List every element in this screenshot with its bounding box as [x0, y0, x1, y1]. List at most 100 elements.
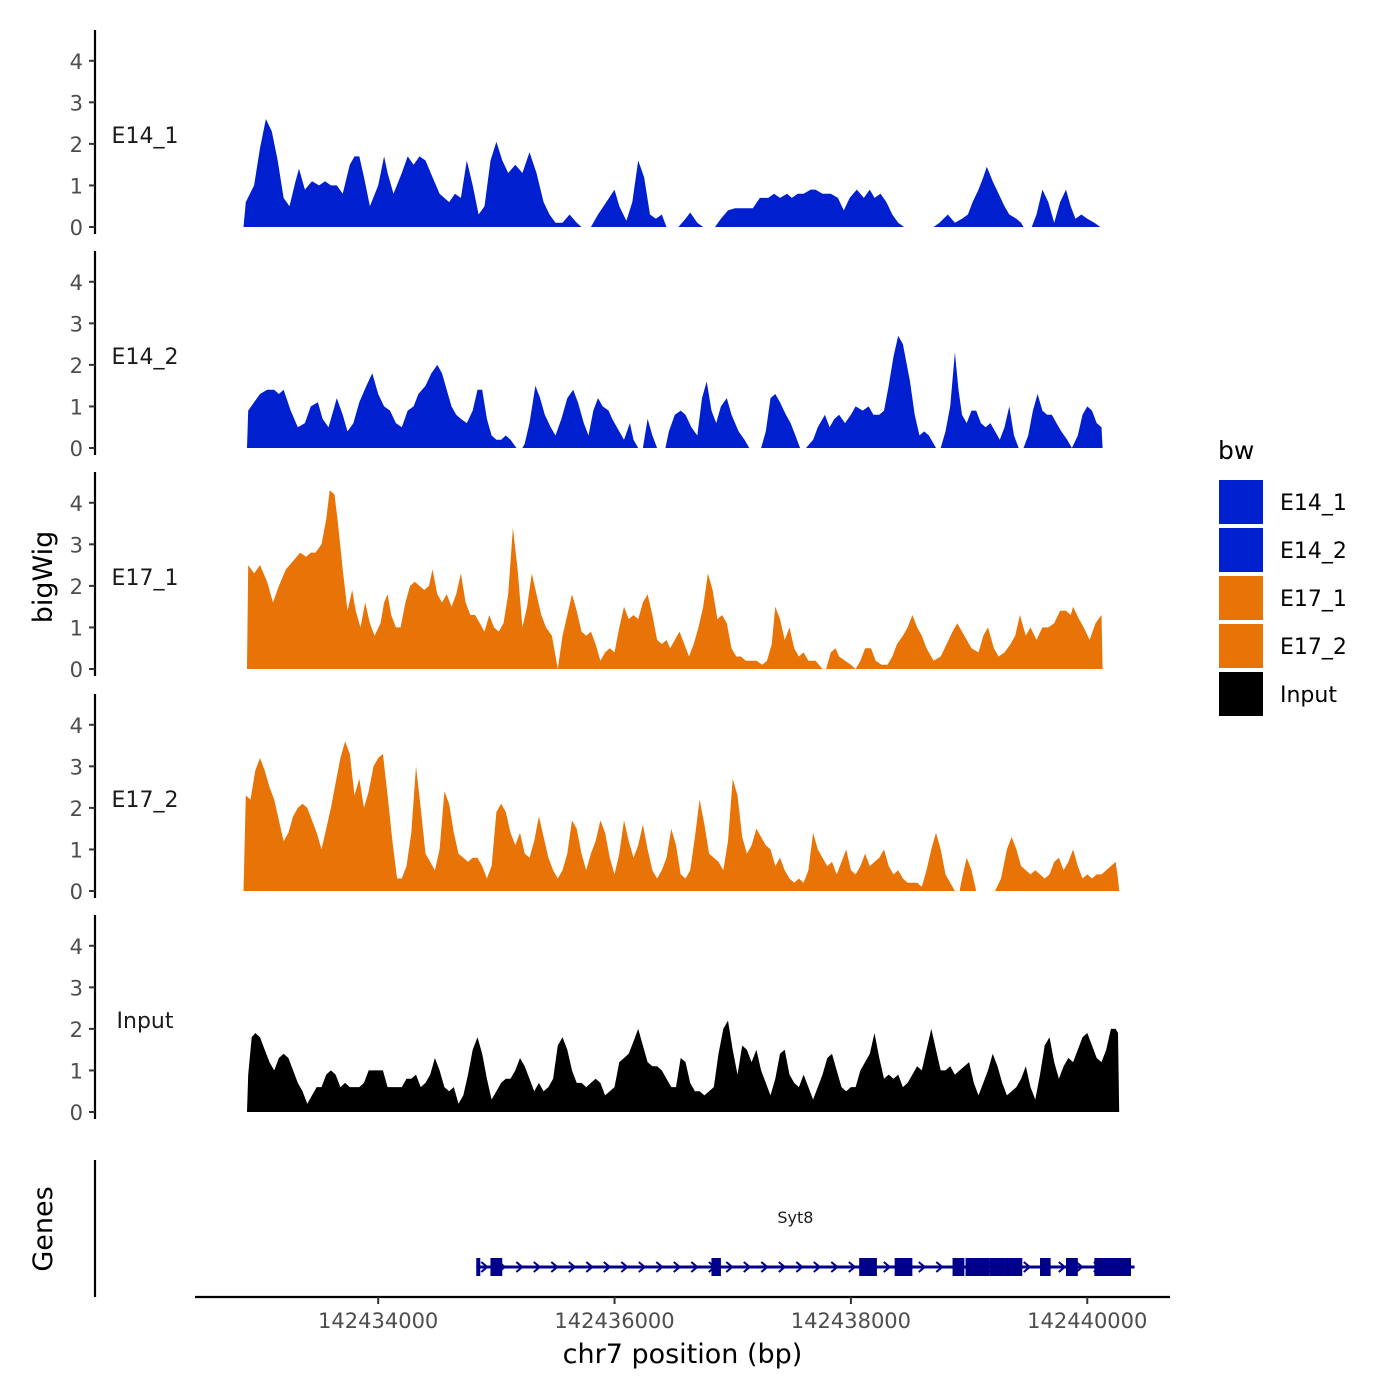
- y-tick-label: 3: [70, 755, 83, 779]
- y-tick-label: 3: [70, 91, 83, 115]
- track-e17-2: 0 1 2 3 4 E17_2: [70, 694, 1120, 904]
- y-axis-title: bigWig: [28, 531, 59, 624]
- strand-arrow: [830, 1261, 839, 1273]
- legend-label: E17_2: [1280, 635, 1347, 660]
- legend-key-e14-2: [1219, 528, 1263, 572]
- y-tick-label: 2: [70, 133, 83, 157]
- gene-exon: [989, 1258, 1005, 1276]
- strand-arrow: [655, 1261, 664, 1273]
- strand-arrow: [848, 1261, 857, 1273]
- y-tick-label: 3: [70, 976, 83, 1000]
- legend-label: E14_1: [1280, 491, 1347, 516]
- track-label: E14_2: [112, 345, 179, 370]
- area-e14-1: [243, 119, 1101, 227]
- legend: bw E14_1 E14_2 E17_1 E17_2 Input: [1218, 436, 1347, 716]
- y-tick-label: 2: [70, 797, 83, 821]
- y-tick-label: 3: [70, 312, 83, 336]
- gene-exon: [1094, 1258, 1131, 1276]
- strand-arrow: [480, 1261, 489, 1273]
- strand-arrow: [918, 1261, 927, 1273]
- genes-axis-title: Genes: [28, 1186, 59, 1271]
- x-axis-title: chr7 position (bp): [563, 1339, 803, 1370]
- y-tick-label: 4: [70, 714, 83, 738]
- strand-arrow: [1023, 1261, 1032, 1273]
- legend-title: bw: [1218, 436, 1254, 465]
- y-tick-label: 4: [70, 271, 83, 295]
- gene-model: Syt8: [476, 1208, 1135, 1276]
- track-label: E17_2: [112, 788, 179, 813]
- strand-arrow: [673, 1261, 682, 1273]
- x-tick-label: 142434000: [318, 1309, 438, 1333]
- strand-arrow: [550, 1261, 559, 1273]
- y-tick-label: 1: [70, 838, 83, 862]
- y-tick-label: 2: [70, 354, 83, 378]
- x-tick-label: 142440000: [1027, 1309, 1147, 1333]
- gene-exon: [952, 1258, 965, 1276]
- y-tick-label: 3: [70, 533, 83, 557]
- track-input: 0 1 2 3 4 Input: [70, 915, 1120, 1125]
- y-tick-label: 2: [70, 575, 83, 599]
- tracks: 0 1 2 3 4 E14_1 0 1 2 3 4 E14_2 0 1 2 3 4 E17_1 0 1 2 3 4 E17_2…: [70, 30, 1120, 1125]
- legend-key-e17-2: [1219, 624, 1263, 668]
- y-tick-label: 0: [70, 658, 83, 682]
- legend-label: E14_2: [1280, 539, 1347, 564]
- x-axis: 142434000 142436000 142438000 142440000: [195, 1295, 1170, 1333]
- strand-arrow: [883, 1261, 892, 1273]
- track-label: E14_1: [112, 124, 179, 149]
- y-tick-label: 4: [70, 492, 83, 516]
- area-e14-2: [247, 335, 1103, 448]
- gene-exon: [476, 1258, 481, 1276]
- area-input: [247, 1020, 1120, 1112]
- gene-exon: [711, 1258, 721, 1276]
- strand-arrow: [620, 1261, 629, 1273]
- gene-exon: [1040, 1258, 1051, 1276]
- strand-arrow: [1075, 1261, 1084, 1273]
- legend-key-input: [1219, 672, 1263, 716]
- legend-key-e14-1: [1219, 480, 1263, 524]
- y-tick-label: 0: [70, 437, 83, 461]
- strand-arrow: [515, 1261, 524, 1273]
- gene-exon: [894, 1258, 913, 1276]
- strand-arrow: [935, 1261, 944, 1273]
- y-tick-label: 1: [70, 1059, 83, 1083]
- gene-label: Syt8: [777, 1208, 813, 1227]
- gene-exon: [859, 1258, 877, 1276]
- gene-exon: [1066, 1258, 1078, 1276]
- strand-arrow: [568, 1261, 577, 1273]
- genes-panel: Genes Syt8: [28, 1160, 1135, 1297]
- track-e14-2: 0 1 2 3 4 E14_2: [70, 251, 1103, 461]
- y-tick-label: 0: [70, 216, 83, 240]
- strand-arrow: [743, 1261, 752, 1273]
- strand-arrow: [638, 1261, 647, 1273]
- area-e17-2: [243, 741, 1120, 891]
- strand-arrow: [778, 1261, 787, 1273]
- track-label: E17_1: [112, 566, 179, 591]
- legend-label: Input: [1280, 683, 1337, 708]
- strand-arrow: [533, 1261, 542, 1273]
- y-tick-label: 1: [70, 174, 83, 198]
- gene-exon: [490, 1258, 503, 1276]
- legend-label: E17_1: [1280, 587, 1347, 612]
- x-tick-label: 142436000: [554, 1309, 674, 1333]
- strand-arrow: [760, 1261, 769, 1273]
- y-tick-label: 2: [70, 1018, 83, 1042]
- track-e17-1: 0 1 2 3 4 E17_1: [70, 472, 1103, 682]
- y-tick-label: 4: [70, 935, 83, 959]
- y-tick-label: 1: [70, 616, 83, 640]
- gene-exon: [1004, 1258, 1023, 1276]
- strand-arrow: [813, 1261, 822, 1273]
- y-tick-label: 0: [70, 1101, 83, 1125]
- strand-arrow: [1058, 1261, 1067, 1273]
- strand-arrow: [603, 1261, 612, 1273]
- strand-arrow: [690, 1261, 699, 1273]
- y-tick-label: 1: [70, 395, 83, 419]
- strand-arrow: [795, 1261, 804, 1273]
- strand-arrow: [725, 1261, 734, 1273]
- strand-arrow: [585, 1261, 594, 1273]
- area-e17-1: [247, 490, 1103, 669]
- y-tick-label: 0: [70, 880, 83, 904]
- gene-exon: [965, 1258, 990, 1276]
- y-tick-label: 4: [70, 50, 83, 74]
- x-tick-label: 142438000: [791, 1309, 911, 1333]
